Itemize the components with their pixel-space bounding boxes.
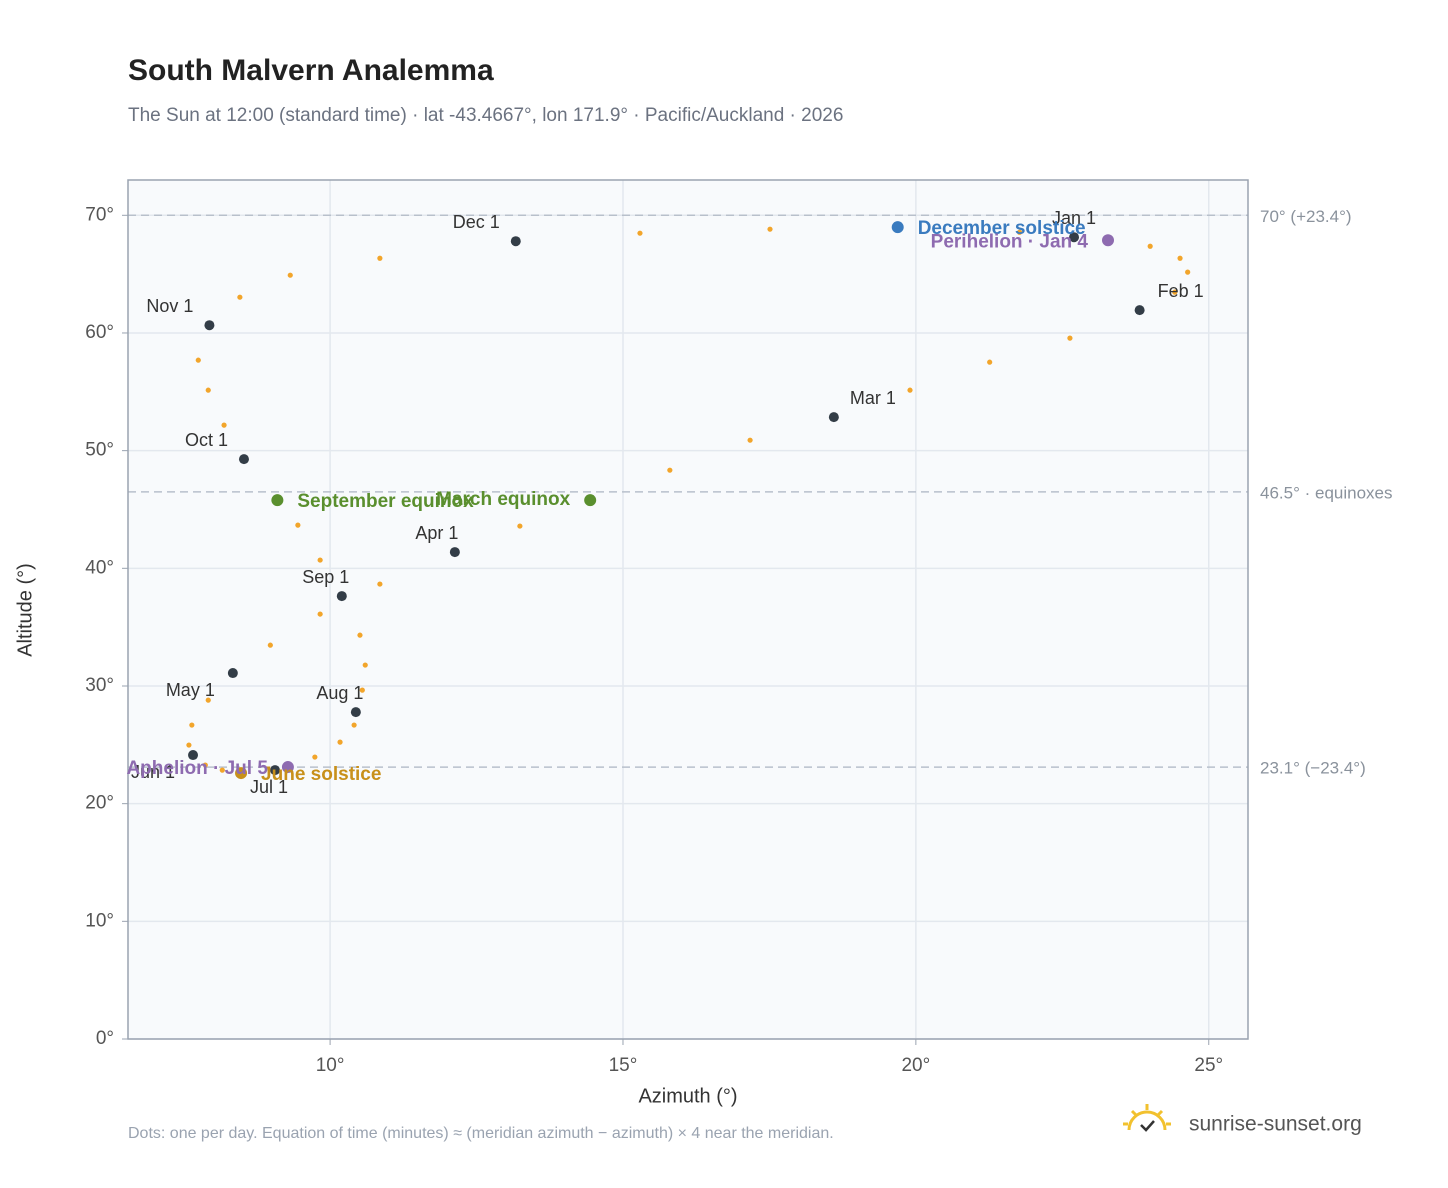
daily-dot (337, 739, 343, 745)
daily-dot (205, 697, 211, 703)
y-tick-label: 60° (85, 322, 114, 343)
daily-dot (767, 226, 773, 232)
daily-dot (357, 632, 363, 638)
reference-label: 46.5° · equinoxes (1260, 483, 1393, 502)
daily-dot (1147, 243, 1153, 249)
event-marker (1102, 234, 1114, 247)
brand: sunrise-sunset.org (1189, 1113, 1362, 1136)
daily-dot (317, 611, 323, 617)
daily-dot (205, 387, 211, 393)
month-label: Nov 1 (146, 296, 193, 316)
event-label: Perihelion · Jan 4 (931, 231, 1089, 252)
daily-dot (295, 522, 301, 528)
event-label: Aphelion · Jul 5 (126, 758, 268, 779)
daily-dot (377, 581, 383, 587)
month-label: Jan 1 (1052, 208, 1096, 228)
x-tick-label: 15° (609, 1055, 638, 1076)
reference-label: 23.1° (−23.4°) (1260, 759, 1366, 778)
daily-dot (287, 272, 293, 278)
footnote: Dots: one per day. Equation of time (min… (128, 1125, 834, 1142)
y-tick-label: 30° (85, 675, 114, 696)
month-marker (510, 236, 521, 247)
month-marker (270, 765, 281, 776)
month-label: Aug 1 (316, 683, 363, 703)
daily-dot (351, 722, 357, 728)
reference-label: 70° (+23.4°) (1260, 207, 1352, 226)
daily-dot (186, 742, 192, 748)
y-tick-label: 70° (85, 204, 114, 225)
month-marker (238, 454, 249, 465)
daily-dot (907, 387, 913, 393)
x-tick-label: 10° (316, 1055, 345, 1076)
daily-dot (362, 662, 368, 668)
event-marker (584, 494, 597, 507)
event-label: September equinox (297, 491, 474, 512)
month-marker (336, 591, 347, 602)
event-marker (271, 494, 284, 507)
event-marker (891, 221, 904, 234)
month-marker (1134, 305, 1145, 316)
daily-dot (1016, 229, 1023, 235)
daily-dot (359, 687, 365, 693)
month-label: Apr 1 (415, 523, 458, 543)
month-marker (188, 750, 199, 761)
event-marker (281, 761, 294, 774)
daily-dot (219, 767, 225, 773)
plot-area (128, 180, 1248, 1039)
marks (186, 221, 1191, 780)
labels: Jan 1 Feb 1 Mar 1 Apr 1 May 1 Jun 1 Jul 1 Aug 1… (126, 208, 1203, 797)
month-marker (828, 412, 839, 423)
y-tick-label: 0° (96, 1028, 114, 1049)
plot-frame (127, 179, 1249, 1040)
reference-lines: 70° (+23.4°) 46.5° · equinoxes 23.1° (−23.… (128, 207, 1393, 778)
daily-dot (377, 255, 383, 261)
month-label: Sep 1 (302, 567, 349, 587)
month-label: Jul 1 (250, 777, 288, 797)
month-label: Mar 1 (850, 388, 896, 408)
event-label: June solstice (261, 764, 381, 785)
event-label: December solstice (918, 218, 1086, 239)
daily-dot (1177, 255, 1183, 261)
daily-dot (637, 230, 643, 236)
x-tick-label: 20° (901, 1055, 930, 1076)
month-label: Oct 1 (185, 430, 228, 450)
event-label: March equinox (436, 489, 571, 510)
month-marker (204, 320, 215, 331)
month-marker (227, 668, 238, 679)
month-marker (350, 707, 361, 718)
brand-logo (1123, 1104, 1171, 1132)
daily-dot (987, 359, 993, 365)
y-tick-label: 10° (85, 910, 114, 931)
daily-dot (195, 357, 201, 363)
month-label: Jun 1 (131, 762, 175, 782)
y-tick-label: 20° (85, 793, 114, 814)
daily-dot (237, 294, 243, 300)
daily-dot (747, 437, 753, 443)
month-label: Feb 1 (1158, 281, 1204, 301)
daily-dot (1067, 335, 1073, 341)
y-tick-label: 40° (85, 557, 114, 578)
y-axis-label: Altitude (°) (14, 563, 36, 657)
daily-dot (312, 754, 318, 760)
month-marker (449, 547, 460, 558)
daily-dot (1172, 289, 1178, 295)
daily-dot (202, 762, 208, 768)
daily-dot (667, 467, 673, 473)
chart-title: South Malvern Analemma (128, 54, 494, 87)
daily-dot (1185, 269, 1191, 275)
x-axis-label: Azimuth (°) (638, 1085, 737, 1107)
daily-dot (221, 422, 227, 428)
daily-dot (517, 523, 523, 529)
daily-dot (267, 642, 273, 648)
month-marker (1069, 232, 1080, 243)
daily-dot (189, 722, 195, 728)
daily-dot (317, 557, 323, 563)
chart-subtitle: The Sun at 12:00 (standard time) · lat -… (128, 105, 843, 126)
event-marker (235, 767, 248, 780)
x-tick-label: 25° (1194, 1055, 1223, 1076)
month-label: Dec 1 (453, 212, 500, 232)
y-tick-label: 50° (85, 440, 114, 461)
month-label: May 1 (166, 680, 215, 700)
